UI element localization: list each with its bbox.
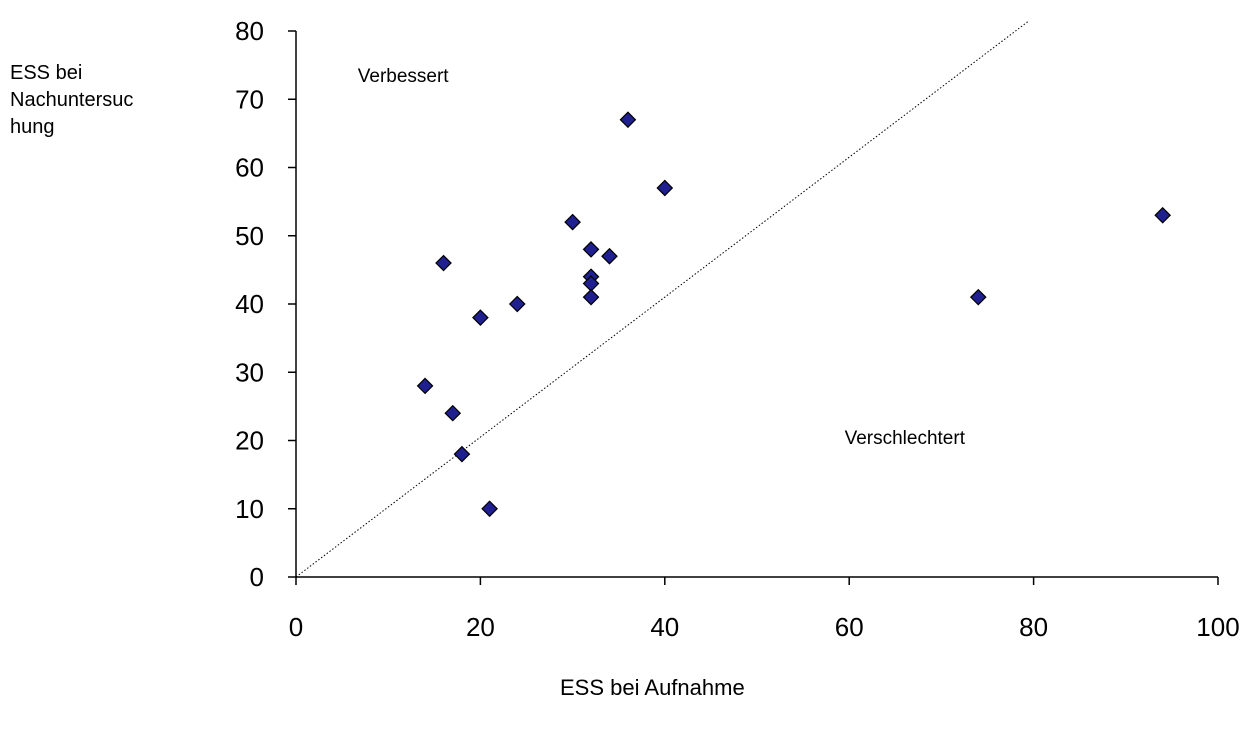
data-point <box>656 179 674 197</box>
data-point <box>601 247 618 265</box>
y-tick-label: 0 <box>250 562 264 592</box>
reference-line <box>295 20 1030 578</box>
data-point <box>564 213 581 231</box>
data-point <box>435 254 452 272</box>
data-point <box>619 111 637 129</box>
axes: 0 10 20 30 40 50 60 70 80 0 20 40 60 80 100 <box>235 16 1240 642</box>
annotations: Verbessert Verschlechtert <box>358 66 966 449</box>
data-point <box>453 445 471 463</box>
x-tick-label: 60 <box>835 612 864 642</box>
x-tick-label: 100 <box>1196 612 1239 642</box>
y-tick-label: 70 <box>235 84 264 114</box>
data-point <box>416 377 434 395</box>
y-axis-label: ESS bei Nachuntersuc hung <box>10 60 133 141</box>
y-tick-label: 20 <box>235 426 264 456</box>
data-point <box>582 241 600 258</box>
data-point <box>444 404 462 422</box>
x-tick-label: 80 <box>1019 612 1048 642</box>
y-tick-label: 40 <box>235 289 264 319</box>
data-point <box>472 309 489 326</box>
data-point <box>582 288 600 306</box>
data-point <box>481 500 498 518</box>
y-axis-label-line-1: ESS bei <box>10 62 83 84</box>
annotation-label: Verbessert <box>358 66 450 87</box>
y-tick-label: 60 <box>235 153 264 183</box>
y-axis-label-line-2: Nachuntersuc <box>10 89 134 111</box>
data-point <box>969 288 987 306</box>
x-tick-label: 40 <box>650 612 679 642</box>
data-point <box>1154 206 1172 224</box>
x-tick-label: 0 <box>289 612 303 642</box>
reference-line-group <box>295 20 1030 578</box>
data-points <box>416 111 1172 518</box>
y-tick-label: 80 <box>235 16 264 46</box>
y-tick-label: 30 <box>235 357 264 387</box>
x-axis-label: ESS bei Aufnahme <box>560 675 745 700</box>
y-axis-label-line-3: hung <box>10 116 55 138</box>
y-tick-label: 50 <box>235 221 264 251</box>
data-point <box>508 295 526 313</box>
annotation-label: Verschlechtert <box>845 428 966 449</box>
y-tick-label: 10 <box>235 494 264 524</box>
x-tick-label: 20 <box>466 612 495 642</box>
